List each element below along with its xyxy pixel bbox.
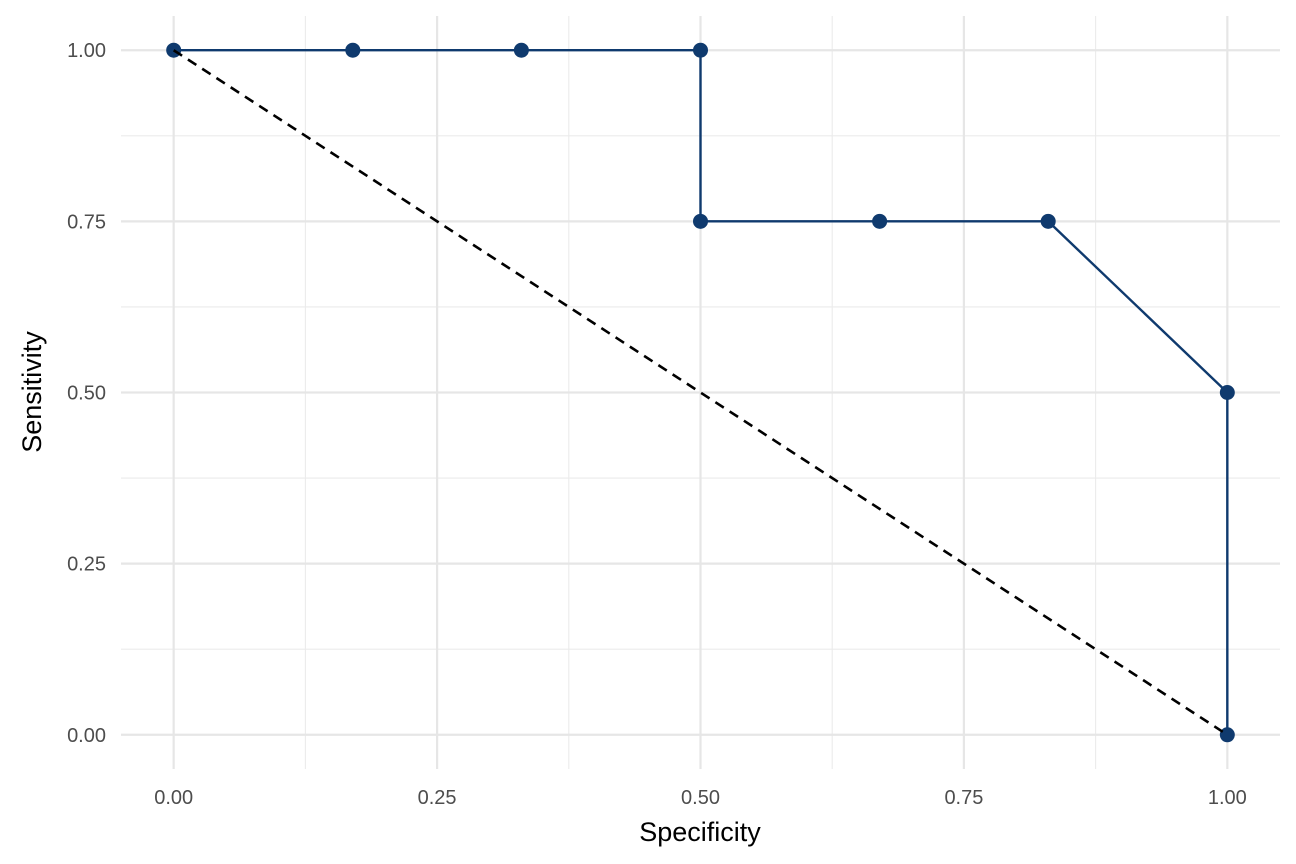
y-tick-label: 0.00 xyxy=(67,725,106,747)
roc-point xyxy=(872,213,888,229)
y-tick-labels: 0.00 0.25 0.50 0.75 1.00 xyxy=(67,40,106,747)
reference-diagonal-line xyxy=(172,49,1229,736)
roc-point xyxy=(693,213,708,229)
roc-point xyxy=(1219,385,1235,400)
roc-point xyxy=(1040,213,1056,229)
x-tick-labels: 0.00 0.25 0.50 0.75 1.00 xyxy=(154,787,1247,809)
x-tick-label: 0.50 xyxy=(681,787,720,809)
y-tick-label: 0.75 xyxy=(67,211,106,233)
y-tick-label: 0.50 xyxy=(67,383,106,405)
roc-point xyxy=(345,42,361,58)
y-axis-title: Sensitivity xyxy=(17,331,47,453)
roc-point xyxy=(693,42,708,58)
series-layer xyxy=(166,42,1235,743)
x-tick-label: 0.75 xyxy=(944,787,983,809)
x-tick-label: 1.00 xyxy=(1208,787,1247,809)
x-axis-title: Specificity xyxy=(639,817,761,847)
roc-point xyxy=(513,42,529,58)
y-tick-label: 1.00 xyxy=(67,40,106,62)
roc-point xyxy=(1219,727,1235,743)
x-tick-label: 0.00 xyxy=(154,787,193,809)
x-tick-label: 0.25 xyxy=(418,787,457,809)
y-tick-label: 0.25 xyxy=(67,554,106,576)
